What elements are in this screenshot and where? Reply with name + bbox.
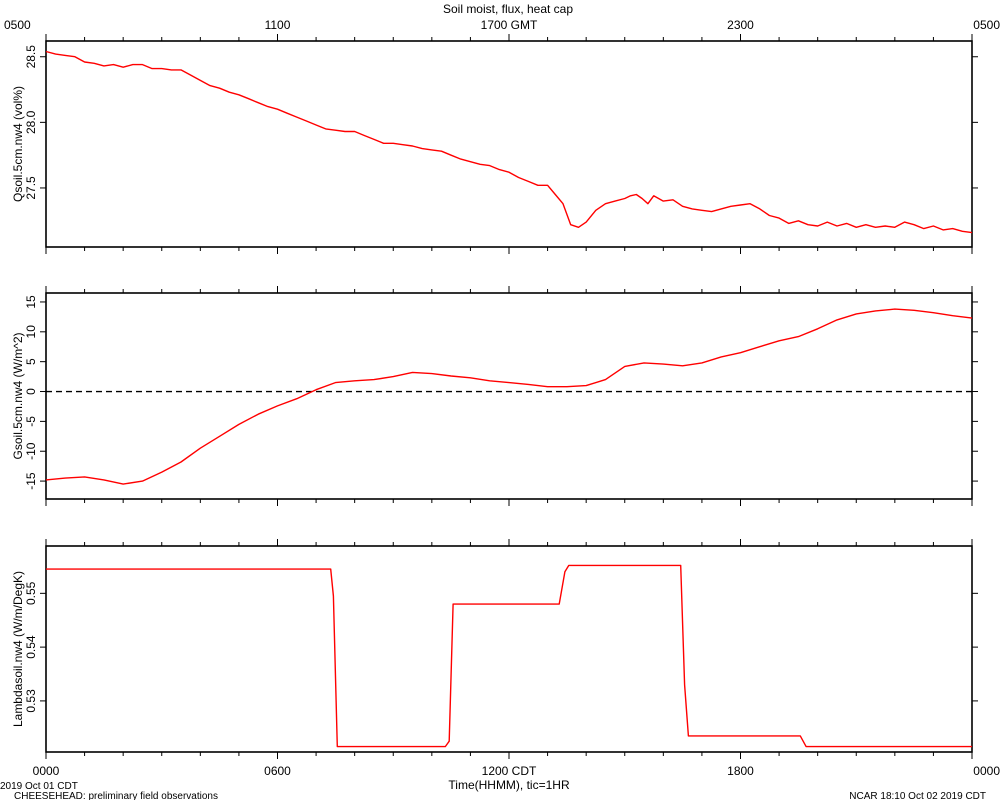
y-tick-label: -5: [24, 416, 38, 427]
panel-soil-heat-flux: Gsoil.5cm.nw4 (W/m^2) -15 -10 -5 0 5 10 15: [11, 286, 978, 506]
x-top-tick-label: 1700 GMT: [481, 18, 538, 32]
y-tick-label: 0: [24, 388, 38, 395]
y-tick-label: 27.5: [24, 176, 38, 200]
x-bottom-tick-label: 0000: [33, 764, 60, 778]
y-axis-label: Gsoil.5cm.nw4 (W/m^2): [11, 333, 25, 460]
y-tick-label: 5: [24, 358, 38, 365]
panel-thermal-conductivity: Lambdasoil.nw4 (W/m/DegK) 0.53 0.54 0.55: [11, 539, 978, 759]
x-axis-label: Time(HHMM), tic=1HR: [448, 778, 570, 792]
panel-frame: [45, 545, 973, 753]
series-line: [46, 564, 972, 748]
y-tick-label: 0.55: [24, 581, 38, 605]
y-tick-label: 15: [24, 295, 38, 309]
series-line: [45, 50, 973, 234]
footer-date: 2019 Oct 01 CDT: [0, 781, 78, 792]
y-tick-label: 0.54: [24, 635, 38, 659]
x-top-tick-label: 0500: [973, 18, 1000, 32]
x-top-tick-label: 2300: [727, 18, 754, 32]
y-axis-label: Lambdasoil.nw4 (W/m/DegK): [11, 571, 25, 727]
footer-stamp: NCAR 18:10 Oct 02 2019 CDT: [849, 791, 986, 800]
x-bottom-tick-label: 0600: [264, 764, 291, 778]
footer-project: CHEESEHEAD: preliminary field observatio…: [14, 791, 218, 800]
y-tick-label: -15: [24, 472, 38, 490]
x-top-tick-label: 0500: [4, 18, 31, 32]
x-bottom-tick-label: 1200 CDT: [482, 764, 537, 778]
panel-soil-moisture: Qsoil.5cm.nw4 (vol%) 27.5 28.0 28.5: [11, 34, 978, 254]
y-tick-label: -10: [24, 442, 38, 460]
y-tick-label: 10: [24, 325, 38, 339]
y-tick-label: 28.0: [24, 110, 38, 134]
chart-title: Soil moist, flux, heat cap: [443, 2, 573, 16]
y-axis-label: Qsoil.5cm.nw4 (vol%): [11, 86, 25, 202]
x-bottom-tick-label: 1800: [727, 764, 754, 778]
y-tick-label: 0.53: [24, 689, 38, 713]
x-top-tick-label: 1100: [265, 18, 291, 32]
series-line: [45, 308, 973, 485]
y-tick-label: 28.5: [24, 45, 38, 69]
x-bottom-tick-label: 0000: [973, 764, 1000, 778]
panel-frame: [45, 292, 973, 500]
